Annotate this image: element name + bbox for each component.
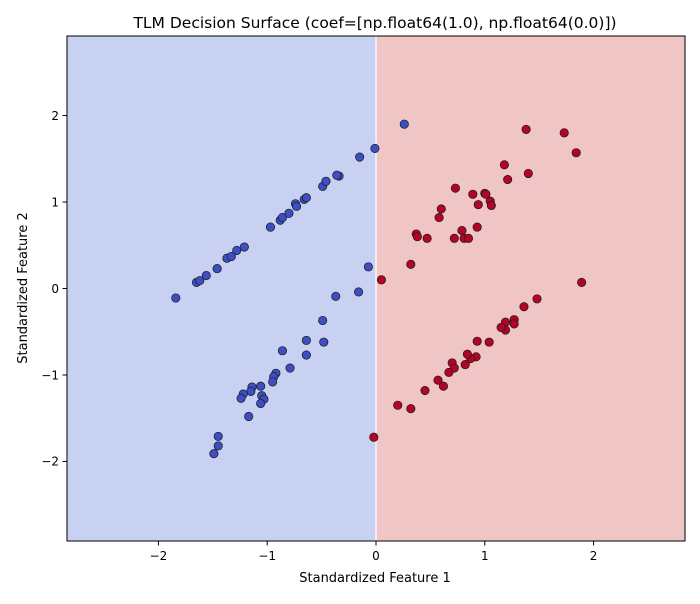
data-point xyxy=(433,375,443,385)
data-point xyxy=(363,262,373,272)
data-point xyxy=(532,294,542,304)
data-point xyxy=(321,176,331,186)
data-point xyxy=(412,232,422,242)
data-point xyxy=(265,222,276,232)
data-point xyxy=(256,381,266,391)
data-point xyxy=(239,242,249,252)
data-point xyxy=(472,222,482,232)
data-point xyxy=(318,315,328,326)
data-point xyxy=(256,398,266,409)
data-point xyxy=(519,302,529,312)
data-point xyxy=(463,233,474,243)
data-point xyxy=(468,189,478,199)
data-point xyxy=(292,201,302,211)
data-point xyxy=(369,432,379,442)
data-point xyxy=(559,128,569,138)
data-point xyxy=(577,277,587,287)
data-point xyxy=(244,411,254,422)
data-point xyxy=(331,291,341,301)
region-left xyxy=(67,36,376,541)
x-axis-ticks: −2 −1 0 1 2 xyxy=(150,541,598,563)
data-point xyxy=(277,213,287,223)
data-point xyxy=(319,337,329,347)
data-point xyxy=(301,193,311,203)
data-point xyxy=(213,431,223,441)
data-point xyxy=(209,449,219,459)
data-point xyxy=(370,143,380,153)
data-point xyxy=(301,350,311,360)
region-right xyxy=(376,36,685,541)
data-point xyxy=(438,381,449,391)
y-tick-label: 0 xyxy=(51,282,59,296)
data-point xyxy=(213,441,223,451)
data-point xyxy=(285,363,295,373)
data-point xyxy=(571,148,581,158)
data-point xyxy=(472,336,482,346)
data-points xyxy=(171,119,587,459)
data-point xyxy=(195,276,205,286)
data-point xyxy=(434,213,444,223)
chart-title: TLM Decision Surface (coef=[np.float64(1… xyxy=(132,14,616,32)
data-point xyxy=(457,226,467,236)
data-point xyxy=(496,322,506,332)
data-point xyxy=(503,174,513,185)
x-tick-label: −1 xyxy=(258,549,276,563)
x-tick-label: 1 xyxy=(481,549,489,563)
data-point xyxy=(171,293,181,303)
data-point xyxy=(486,200,496,211)
data-point xyxy=(236,393,246,403)
data-point xyxy=(268,377,278,387)
data-point xyxy=(226,251,236,262)
data-point xyxy=(462,349,472,359)
data-point xyxy=(393,400,403,410)
y-tick-label: −2 xyxy=(41,455,59,469)
data-point xyxy=(277,346,287,356)
y-tick-label: 1 xyxy=(51,195,59,209)
data-point xyxy=(301,335,311,345)
data-point xyxy=(460,360,470,370)
data-point xyxy=(521,124,531,134)
data-point xyxy=(232,245,242,256)
data-point xyxy=(354,287,364,297)
data-point xyxy=(473,200,483,210)
y-axis-ticks: −2 −1 0 1 2 xyxy=(41,109,67,469)
x-tick-label: 0 xyxy=(372,549,380,563)
data-point xyxy=(246,386,256,396)
x-axis-label: Standardized Feature 1 xyxy=(299,571,451,586)
data-point xyxy=(406,404,416,414)
data-point xyxy=(523,168,533,179)
data-point xyxy=(444,367,454,377)
data-point xyxy=(422,233,432,243)
data-point xyxy=(484,337,494,347)
data-point xyxy=(481,189,491,199)
data-point xyxy=(376,275,386,285)
x-tick-label: 2 xyxy=(590,549,598,563)
data-point xyxy=(406,259,416,269)
data-point xyxy=(332,170,342,180)
data-point xyxy=(450,183,460,193)
data-point xyxy=(420,385,430,396)
y-tick-label: 2 xyxy=(51,109,59,123)
data-point xyxy=(212,264,222,274)
data-point xyxy=(436,204,446,214)
decision-regions xyxy=(67,36,685,541)
data-point xyxy=(399,119,409,129)
data-point xyxy=(449,233,459,243)
data-point xyxy=(509,319,519,329)
data-point xyxy=(499,160,509,170)
y-axis-label: Standardized Feature 2 xyxy=(16,212,31,364)
data-point xyxy=(201,270,211,281)
data-point xyxy=(355,152,365,162)
data-point xyxy=(284,208,294,218)
y-tick-label: −1 xyxy=(41,368,59,382)
x-tick-label: −2 xyxy=(150,549,168,563)
